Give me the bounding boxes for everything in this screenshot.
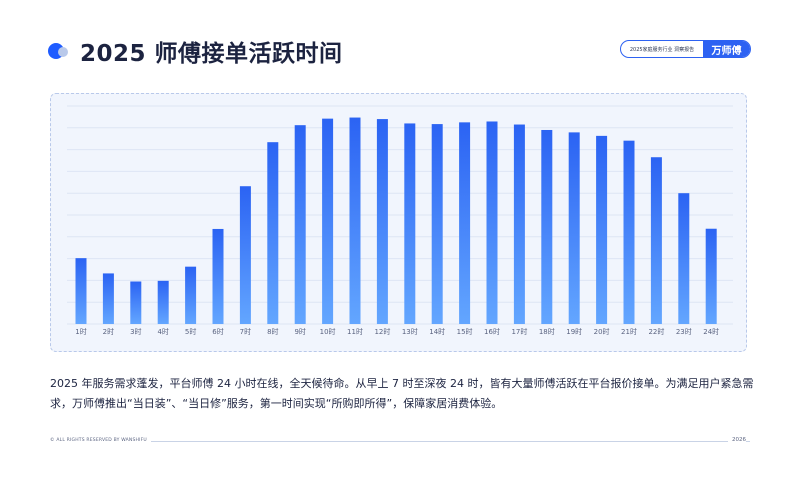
x-tick-label: 1时 — [75, 327, 86, 336]
bar-chart: 1时 2时 3时 4时 5时 6时 7时 8时 9时 10时 11时 12时 13时 14时 15时 16时 1… — [67, 105, 733, 336]
x-tick-label: 8时 — [267, 327, 278, 336]
brand-logo: 万师傅 — [703, 41, 750, 57]
x-tick-label: 5时 — [185, 327, 196, 336]
x-tick-label: 13时 — [402, 327, 418, 336]
x-tick-label: 4时 — [157, 327, 168, 336]
chart-panel: 1时 2时 3时 4时 5时 6时 7时 8时 9时 10时 11时 12时 13时 14时 15时 16时 1… — [50, 93, 747, 352]
description-text: 2025 年服务需求蓬发，平台师傅 24 小时在线，全天候待命。从早上 7 时至… — [50, 377, 754, 410]
footer-copyright: © ALL RIGHTS RESERVED BY WANSHIFU — [50, 438, 151, 443]
bar-8时 — [267, 142, 279, 324]
bar-9时 — [294, 125, 306, 325]
bar-24时 — [705, 228, 717, 324]
bar-5时 — [185, 266, 197, 324]
x-tick-label: 20时 — [594, 327, 610, 336]
page-title: 2025 师傅接单活跃时间 — [80, 41, 343, 67]
bar-19时 — [568, 132, 580, 324]
bar-1时 — [75, 258, 87, 324]
x-tick-label: 9时 — [294, 327, 305, 336]
title-bullet-shadow — [58, 47, 68, 57]
x-tick-label: 16时 — [484, 327, 500, 336]
x-tick-label: 15时 — [457, 327, 473, 336]
footer-year: 2026 — [728, 437, 746, 443]
x-tick-label: 19时 — [566, 327, 582, 336]
bar-11时 — [349, 117, 361, 324]
title-bullet-icon — [48, 42, 72, 60]
bar-15时 — [459, 122, 471, 324]
bar-16时 — [486, 121, 498, 324]
x-tick-label: 18时 — [539, 327, 555, 336]
bar-2时 — [102, 273, 114, 324]
footer-divider — [50, 441, 750, 442]
bar-20时 — [596, 135, 608, 324]
gridlines — [67, 105, 733, 325]
x-tick-label: 2时 — [103, 327, 114, 336]
x-tick-label: 14时 — [429, 327, 445, 336]
bar-10时 — [322, 118, 334, 324]
x-tick-label: 17时 — [511, 327, 527, 336]
x-tick-label: 24时 — [703, 327, 719, 336]
bar-14时 — [431, 124, 443, 324]
x-tick-label: 22时 — [648, 327, 664, 336]
bar-4时 — [157, 280, 169, 324]
title-bar: 2025 师傅接单活跃时间 — [48, 34, 343, 68]
bar-6时 — [212, 228, 224, 324]
bar-23时 — [678, 193, 690, 324]
bar-22时 — [650, 157, 662, 324]
bar-7时 — [239, 186, 251, 324]
bar-18时 — [541, 129, 553, 324]
bars — [75, 117, 717, 325]
x-tick-label: 6时 — [212, 327, 223, 336]
x-tick-label: 3时 — [130, 327, 141, 336]
x-tick-label: 11时 — [347, 327, 363, 336]
bar-13时 — [404, 123, 416, 324]
x-tick-label: 7时 — [240, 327, 251, 336]
brand-report-label: 2025家庭服务行业 洞察报告 — [629, 46, 695, 53]
x-tick-label: 10时 — [320, 327, 336, 336]
bar-12时 — [376, 119, 388, 324]
x-tick-label: 21时 — [621, 327, 637, 336]
brand-badge: 2025家庭服务行业 洞察报告 万师傅 — [620, 40, 751, 58]
bar-17时 — [513, 124, 525, 324]
bar-3时 — [130, 281, 142, 324]
bar-21时 — [623, 140, 635, 324]
x-tick-label: 12时 — [374, 327, 390, 336]
x-tick-label: 23时 — [676, 327, 692, 336]
x-axis-labels: 1时 2时 3时 4时 5时 6时 7时 8时 9时 10时 11时 12时 13时 14时 15时 16时 1… — [75, 327, 719, 336]
